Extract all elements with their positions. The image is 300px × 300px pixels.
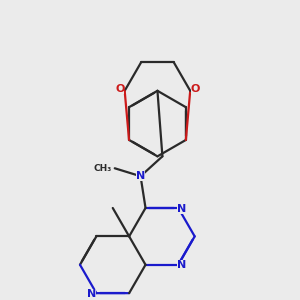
Text: CH₃: CH₃ — [94, 164, 112, 173]
Text: N: N — [177, 204, 186, 214]
Text: N: N — [87, 289, 96, 299]
Text: O: O — [190, 84, 200, 94]
Text: N: N — [177, 260, 186, 270]
Text: O: O — [115, 84, 124, 94]
Text: N: N — [136, 171, 145, 181]
